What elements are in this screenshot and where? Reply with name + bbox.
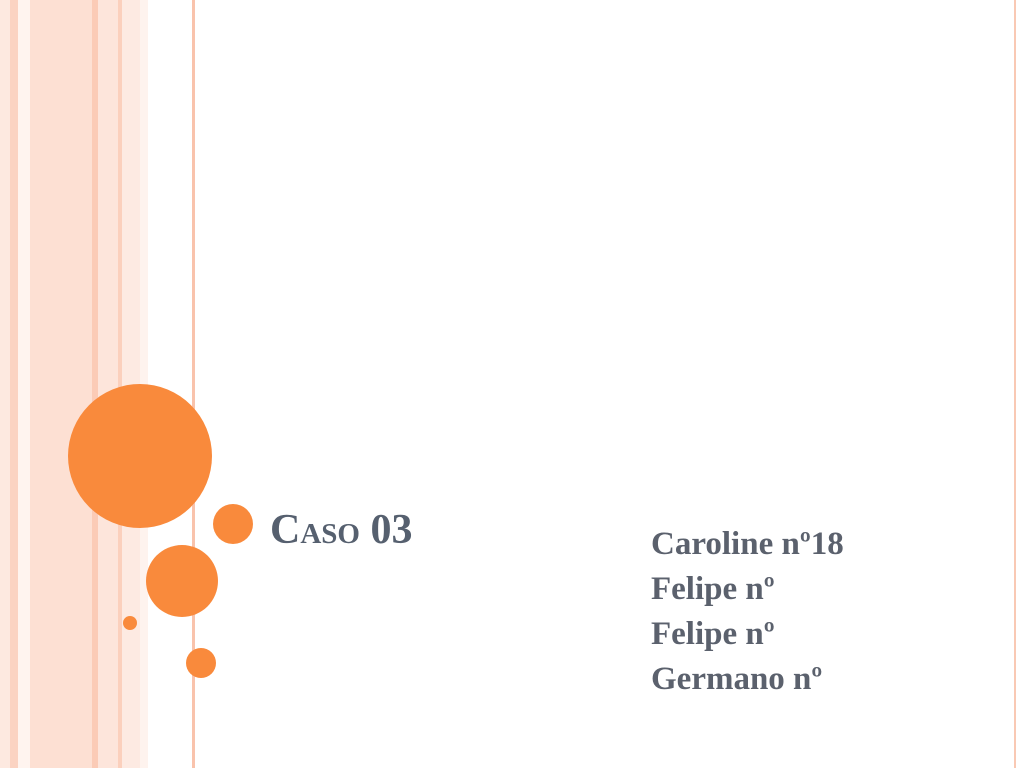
name-line: Caroline nº18 xyxy=(651,526,844,562)
name-list: Caroline nº18 Felipe nº Felipe nº German… xyxy=(651,522,844,702)
stripe xyxy=(122,0,140,768)
circle xyxy=(213,504,253,544)
slide-title: Caso 03 xyxy=(270,507,413,553)
name-line: Felipe nº xyxy=(651,616,775,652)
stripe xyxy=(92,0,98,768)
border-line xyxy=(1014,0,1016,768)
stripe xyxy=(10,0,18,768)
stripe xyxy=(30,0,92,768)
stripe xyxy=(98,0,118,768)
stripe xyxy=(18,0,30,768)
circle xyxy=(68,384,212,528)
name-line: Felipe nº xyxy=(651,571,775,607)
circle xyxy=(123,616,137,630)
circle xyxy=(186,648,216,678)
divider-line xyxy=(192,0,195,768)
stripe xyxy=(118,0,122,768)
name-line: Germano nº xyxy=(651,661,823,697)
stripe xyxy=(140,0,148,768)
stripe xyxy=(0,0,10,768)
circle xyxy=(146,545,218,617)
